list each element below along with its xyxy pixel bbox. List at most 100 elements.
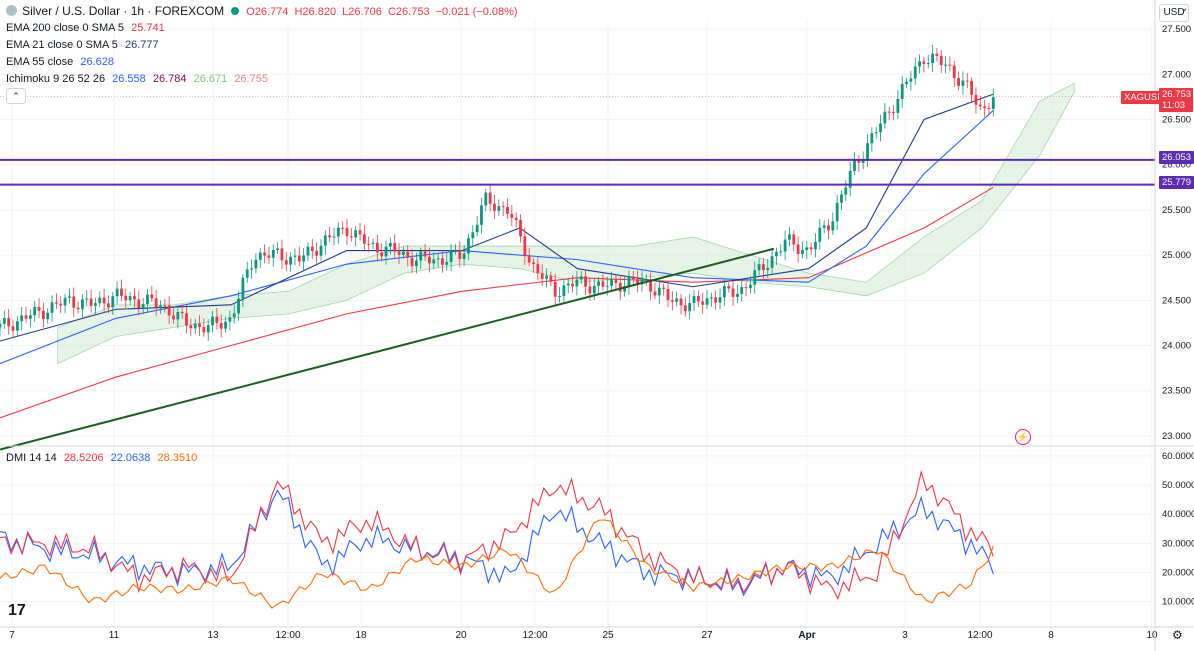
collapse-legend-button[interactable]: ⌃ bbox=[6, 88, 26, 104]
candle-body bbox=[323, 235, 327, 246]
trendline bbox=[0, 247, 775, 451]
candle-body bbox=[358, 230, 362, 235]
candle-body bbox=[905, 81, 908, 84]
candle-body bbox=[98, 297, 102, 304]
candle-body bbox=[133, 296, 136, 300]
candle-body bbox=[952, 65, 956, 79]
candle-body bbox=[822, 225, 826, 228]
candle-body bbox=[24, 315, 28, 319]
indicator-value: 26.558 bbox=[112, 73, 146, 85]
close-value: C26.753 bbox=[387, 6, 430, 18]
candle-body bbox=[562, 285, 566, 296]
candle-body bbox=[714, 297, 718, 303]
candle-body bbox=[254, 259, 258, 269]
indicator-value: 26.777 bbox=[124, 39, 159, 51]
candle-body bbox=[454, 249, 457, 251]
candle-body bbox=[33, 307, 37, 316]
candle-body bbox=[475, 224, 479, 233]
x-tick-label: 18 bbox=[355, 630, 367, 641]
candle-body bbox=[115, 288, 119, 297]
candle-body bbox=[753, 270, 757, 285]
candle-body bbox=[349, 236, 353, 238]
indicator-ichimoku[interactable]: Ichimoku 9 26 52 26 26.558 26.784 26.671… bbox=[6, 71, 268, 87]
x-tick-label: 27 bbox=[701, 630, 713, 641]
candle-body bbox=[458, 249, 462, 259]
candle-body bbox=[263, 252, 266, 256]
candle-body bbox=[766, 267, 770, 271]
indicator-label: EMA 200 close 0 SMA 5 bbox=[6, 22, 125, 34]
gear-icon[interactable]: ⚙ bbox=[1172, 628, 1183, 642]
dmi-legend[interactable]: DMI 14 14 28.5206 22.0638 28.3510 bbox=[6, 452, 197, 464]
x-tick-label: 8 bbox=[1048, 630, 1054, 641]
candle-body bbox=[939, 55, 943, 66]
candle-body bbox=[480, 205, 483, 225]
candle-body bbox=[879, 123, 882, 133]
candle-body bbox=[111, 296, 115, 308]
candle-body bbox=[276, 248, 280, 251]
dmi-value: 28.3510 bbox=[157, 452, 198, 464]
candle-body bbox=[653, 291, 657, 296]
x-tick-label: 13 bbox=[207, 630, 219, 641]
y-tick-label: 26.000 bbox=[1162, 160, 1191, 171]
candle-body bbox=[54, 302, 58, 304]
candle-body bbox=[809, 247, 813, 250]
chevron-down-icon[interactable]: ⌄ bbox=[1180, 3, 1189, 14]
currency-button[interactable]: USD bbox=[1159, 4, 1189, 22]
x-tick-label: 3 bbox=[902, 630, 908, 641]
candle-body bbox=[302, 255, 306, 262]
symbol-title[interactable]: Silver / U.S. Dollar · 1h · FOREXCOM bbox=[22, 4, 225, 18]
candle-body bbox=[701, 301, 705, 305]
candle-body bbox=[722, 286, 726, 298]
candle-body bbox=[332, 236, 336, 238]
candle-body bbox=[41, 310, 45, 319]
low-value: L26.706 bbox=[342, 6, 382, 18]
candle-body bbox=[406, 251, 410, 258]
candle-body bbox=[913, 66, 917, 79]
y-tick-label: 26.500 bbox=[1162, 114, 1191, 125]
candle-body bbox=[388, 242, 392, 247]
x-tick-label: 25 bbox=[602, 630, 614, 641]
candle-body bbox=[497, 206, 501, 211]
candle-body bbox=[853, 159, 856, 172]
candle-body bbox=[493, 203, 496, 211]
last-price-tag: 26.753 11:03 bbox=[1159, 88, 1193, 112]
indicator-ema21[interactable]: EMA 21 close 0 SMA 5 26.777 bbox=[6, 37, 159, 53]
candle-body bbox=[584, 276, 587, 287]
last-price: 26.753 bbox=[1162, 89, 1192, 100]
candle-body bbox=[866, 143, 869, 160]
candle-body bbox=[605, 285, 609, 287]
candle-body bbox=[219, 322, 223, 329]
dmi-tick-label: 30.0000 bbox=[1162, 538, 1194, 549]
candle-body bbox=[163, 305, 167, 307]
indicator-ema55[interactable]: EMA 55 close 26.628 bbox=[6, 54, 114, 70]
candle-body bbox=[380, 252, 384, 257]
candle-body bbox=[258, 252, 262, 260]
dmi-tick-label: 40.0000 bbox=[1162, 509, 1194, 520]
bar-countdown: 11:03 bbox=[1162, 100, 1186, 111]
candle-body bbox=[918, 61, 921, 67]
candle-body bbox=[76, 307, 80, 310]
line-ema-55 bbox=[0, 110, 994, 365]
candle-body bbox=[610, 279, 613, 286]
indicator-lines bbox=[0, 93, 994, 419]
candle-body bbox=[718, 297, 722, 303]
candle-body bbox=[185, 313, 188, 326]
candle-body bbox=[449, 250, 453, 263]
candle-body bbox=[835, 202, 839, 222]
indicator-ema200[interactable]: EMA 200 close 0 SMA 5 25.741 bbox=[6, 20, 165, 36]
x-tick-label: 12:00 bbox=[967, 630, 992, 641]
candle-body bbox=[991, 97, 995, 109]
lightning-icon[interactable]: ⚡ bbox=[1015, 429, 1031, 445]
candle-body bbox=[640, 279, 644, 285]
candle-body bbox=[575, 279, 579, 287]
candle-body bbox=[202, 327, 206, 333]
candle-body bbox=[441, 258, 444, 265]
candle-body bbox=[150, 294, 154, 299]
symbol-logo-icon bbox=[6, 5, 17, 16]
candle-body bbox=[887, 111, 891, 113]
indicator-label: EMA 21 close 0 SMA 5 bbox=[6, 39, 118, 51]
candle-body bbox=[211, 316, 214, 326]
candle-body bbox=[783, 239, 787, 252]
dmi-lines bbox=[0, 469, 994, 609]
